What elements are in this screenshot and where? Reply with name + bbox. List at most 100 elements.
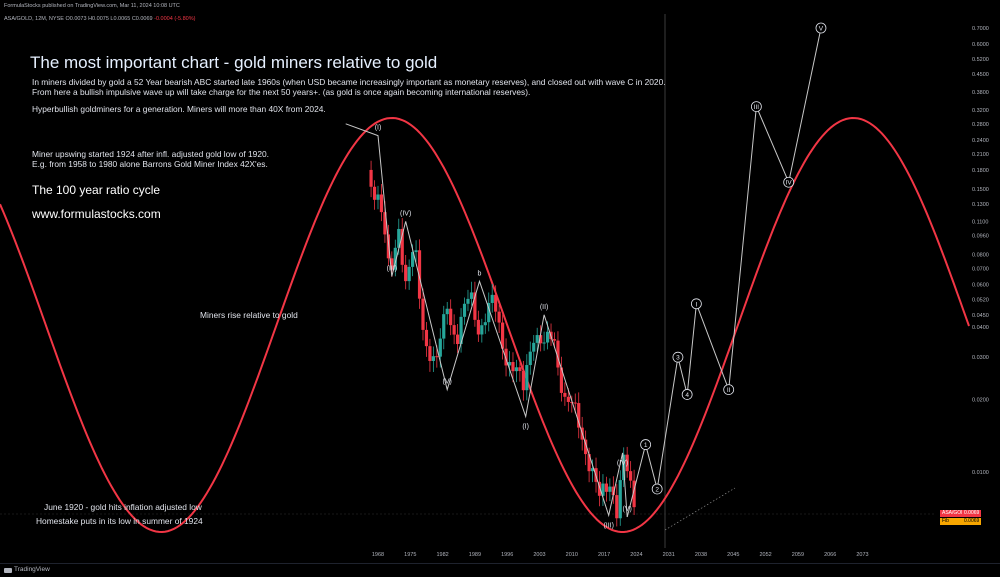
y-tick-label: 0.0450 — [972, 313, 989, 319]
candle-body — [573, 402, 577, 404]
candle-body — [407, 266, 411, 282]
y-tick-label: 0.1800 — [972, 168, 989, 174]
candle-body — [615, 495, 619, 519]
candle-body — [518, 367, 522, 371]
candle-body — [469, 292, 474, 299]
wave-label: b — [478, 270, 482, 277]
candle-body — [587, 454, 591, 472]
candle-body — [563, 392, 567, 397]
projection-wave-marker — [723, 384, 735, 396]
footer-brand[interactable]: TradingView — [14, 566, 50, 573]
y-tick-label: 0.2400 — [972, 138, 989, 144]
wave-label: (I) — [375, 125, 382, 132]
candle-body — [397, 228, 401, 248]
y-tick-label: 0.1100 — [972, 219, 988, 225]
candle-body — [476, 319, 480, 335]
homestake-note: Homestake puts in its low in summer of 1… — [36, 516, 203, 526]
candle-body — [383, 212, 387, 235]
projection-wave-marker — [815, 22, 827, 34]
projection-wave-marker — [690, 298, 702, 310]
candle-body — [390, 258, 394, 270]
x-tick-label: 2003 — [533, 552, 545, 558]
candle-body — [483, 322, 487, 326]
wave-label: (IV) — [617, 460, 628, 467]
candle-body — [400, 228, 404, 265]
y-tick-label: 0.0200 — [972, 398, 989, 404]
y-tick-label: 0.5200 — [972, 57, 989, 63]
projection-wave-marker — [750, 101, 762, 112]
candle-body — [487, 302, 491, 323]
projection-wave-label: 4 — [685, 392, 689, 399]
candle-body — [608, 486, 612, 492]
candle-body — [445, 308, 449, 315]
y-tick-label: 0.2100 — [972, 152, 989, 158]
projection-wave-label: V — [819, 26, 824, 33]
note-abc-line2: From here a bullish impulsive wave up wi… — [32, 87, 531, 97]
candle-body — [379, 194, 384, 213]
projection-wave-label: 3 — [676, 355, 680, 362]
y-tick-label: 0.0600 — [972, 283, 989, 289]
note-upswing-line1: Miner upswing started 1924 after infl. a… — [32, 149, 269, 159]
candle-body — [466, 298, 470, 304]
y-tick-label: 0.7000 — [972, 26, 989, 32]
candle-body — [597, 481, 602, 496]
x-tick-label: 1996 — [501, 552, 513, 558]
y-tick-label: 0.0400 — [972, 325, 989, 331]
candle-body — [584, 439, 588, 455]
candle-body — [431, 356, 435, 361]
projection-wave-label: III — [754, 104, 760, 111]
candle-body — [556, 340, 560, 368]
candle-body — [438, 338, 442, 357]
x-tick-label: 2038 — [695, 552, 707, 558]
candle-body — [490, 294, 494, 303]
y-tick-label: 0.0100 — [972, 470, 989, 476]
projection-wave-marker — [783, 176, 795, 188]
candle-body — [421, 298, 425, 330]
candle-body — [542, 342, 546, 344]
candle-body — [590, 468, 595, 472]
wave-label: (III) — [603, 522, 614, 529]
projection-wave-path — [626, 27, 822, 518]
x-tick-label: 2045 — [727, 552, 739, 558]
change-value: -0.0004 (-5.80%) — [154, 16, 196, 22]
x-tick-label: 1989 — [469, 552, 481, 558]
projection-wave-label: II — [727, 387, 731, 394]
candle-body — [535, 335, 539, 343]
candle-body — [393, 247, 397, 270]
symbol-line: ASA/GOLD, 12M, NYSE O0.0073 H0.0075 L0.0… — [4, 16, 195, 22]
candle-body — [618, 480, 622, 519]
candle-body — [552, 339, 557, 341]
candle-body — [459, 316, 463, 345]
candle-body — [604, 483, 609, 492]
candle-body — [629, 471, 633, 481]
projection-wave-marker — [672, 351, 684, 363]
candle-body — [369, 169, 373, 187]
wave-label: (V) — [443, 379, 452, 386]
website-label: www.formulastocks.com — [32, 207, 161, 221]
candle-body — [525, 365, 529, 391]
secondary-badge: Fib — [940, 518, 966, 525]
x-tick-label: 2024 — [630, 552, 642, 558]
footer-bar: TradingView — [0, 563, 1000, 577]
projection-wave-label: 1 — [644, 442, 648, 449]
candle-body — [480, 325, 484, 335]
x-tick-label: 1982 — [436, 552, 448, 558]
x-tick-label: 2066 — [824, 552, 836, 558]
candle-body — [539, 335, 543, 344]
ohlc-values: O0.0073 H0.0075 L0.0065 C0.0069 — [65, 16, 153, 22]
y-tick-label: 0.3800 — [972, 90, 989, 96]
candle-body — [570, 401, 574, 403]
symbol-name[interactable]: ASA/GOLD, 12M, NYSE — [4, 16, 64, 22]
candle-body — [452, 325, 456, 335]
note-hyperbullish: Hyperbullish goldminers for a generation… — [32, 104, 326, 114]
y-tick-label: 0.4500 — [972, 72, 989, 78]
note-abc-line1: In miners divided by gold a 52 Year bear… — [32, 77, 666, 87]
candle-body — [625, 454, 629, 472]
june-1920-note: June 1920 - gold hits inflation adjusted… — [44, 502, 202, 512]
wave-label: (I) — [522, 424, 529, 431]
y-tick-label: 0.6000 — [972, 42, 989, 48]
candle-body — [435, 356, 439, 358]
symbol-price-value: 0.0069 — [962, 510, 982, 517]
candle-body — [528, 351, 532, 366]
